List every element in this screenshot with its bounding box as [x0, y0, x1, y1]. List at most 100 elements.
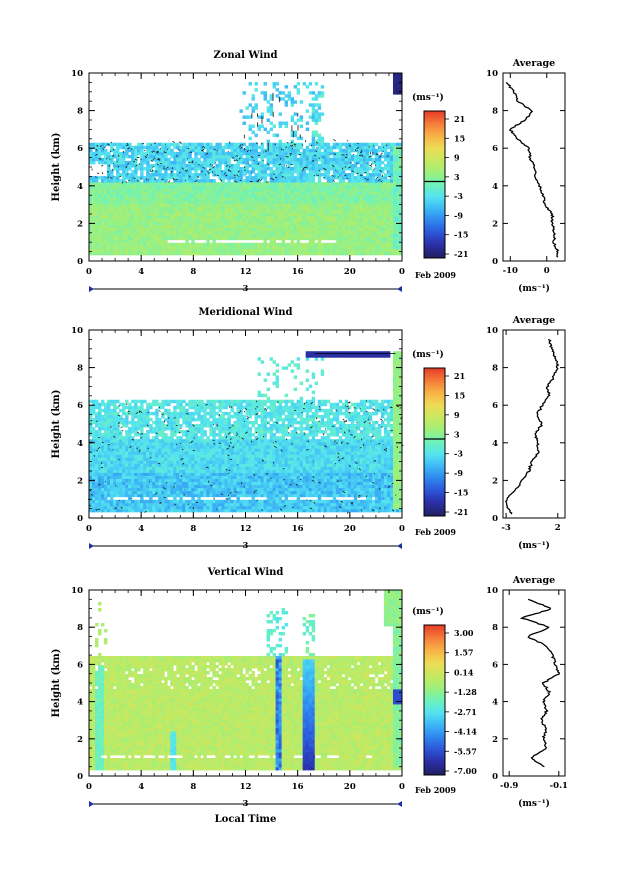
heatmap-cell [335, 142, 340, 147]
heatmap-cell [143, 160, 147, 165]
heatmap-cell [374, 218, 379, 222]
heatmap-cell [269, 94, 273, 98]
heatmap-cell [317, 224, 322, 229]
heatmap-cell [122, 469, 126, 473]
heatmap-cell [122, 417, 126, 422]
heatmap-cell [140, 478, 144, 483]
heatmap-cell [224, 163, 228, 168]
contour-segment [172, 140, 175, 143]
heatmap-cell [365, 142, 370, 147]
heatmap-cell [389, 212, 394, 216]
heatmap-cell [134, 433, 138, 437]
heatmap-cell [389, 221, 394, 226]
heatmap-cell [269, 148, 273, 153]
heatmap-cell [191, 148, 195, 153]
heatmap-cell [128, 460, 132, 464]
heatmap-cell [191, 179, 195, 183]
heatmap-cell [359, 194, 364, 198]
heatmap-cell [170, 188, 174, 192]
heatmap-cell [365, 209, 370, 213]
heatmap-cell [227, 203, 231, 207]
heatmap-cell [95, 203, 99, 207]
heatmap-cell [212, 200, 216, 204]
heatmap-cell [383, 163, 388, 168]
heatmap-cell [257, 151, 261, 156]
heatmap-cell [290, 154, 295, 159]
heatmap-cell [248, 203, 252, 207]
heatmap-cell [212, 160, 216, 165]
heatmap-cell [107, 203, 111, 207]
heatmap-cell [260, 206, 264, 210]
heatmap-cell [182, 170, 186, 174]
heatmap-cell [170, 142, 174, 147]
heatmap-cell [320, 230, 325, 235]
heatmap-cell [392, 82, 397, 86]
heatmap-cell [347, 212, 352, 216]
heatmap-cell [377, 224, 382, 229]
heatmap-cell [392, 209, 397, 213]
heatmap-cell [287, 203, 292, 207]
heatmap-cell [332, 227, 337, 232]
heatmap-cell [230, 185, 234, 189]
heatmap-cell [227, 185, 231, 189]
heatmap-cell [257, 233, 261, 238]
heatmap-cell [332, 215, 337, 219]
heatmap-cell [317, 194, 322, 198]
heatmap-cell [185, 224, 189, 229]
heatmap-cell [164, 167, 168, 171]
heatmap-cell [119, 408, 123, 413]
contour-segment [205, 152, 209, 156]
heatmap-cell [395, 212, 400, 216]
heatmap-cell [203, 212, 207, 216]
heatmap-cell [164, 215, 168, 219]
y-tick-label: 2 [77, 219, 83, 229]
heatmap-cell [197, 151, 201, 156]
heatmap-cell [296, 245, 301, 250]
heatmap-cell [263, 206, 267, 210]
heatmap-cell [188, 182, 192, 186]
heatmap-cell [110, 439, 114, 443]
heatmap-cell [203, 167, 207, 171]
heatmap-cell [98, 154, 102, 159]
heatmap-cell [341, 142, 346, 147]
colorbar-segment [424, 213, 445, 217]
heatmap-cell [95, 248, 99, 253]
heatmap-cell [176, 176, 180, 180]
heatmap-cell [140, 145, 144, 150]
heatmap-cell [299, 157, 304, 162]
heatmap-cell [194, 206, 198, 210]
heatmap-cell [311, 215, 316, 219]
heatmap-cell [131, 200, 135, 204]
heatmap-cell [218, 157, 222, 162]
heatmap-cell [239, 173, 243, 177]
heatmap-cell [137, 248, 141, 253]
heatmap-cell [377, 227, 382, 232]
heatmap-cell [212, 203, 216, 207]
heatmap-cell [248, 127, 252, 132]
heatmap-cell [98, 505, 102, 510]
heatmap-cell [134, 206, 138, 210]
heatmap-cell [275, 221, 280, 226]
heatmap-cell [335, 224, 340, 229]
heatmap-cell [209, 163, 213, 168]
heatmap-cell [389, 185, 394, 189]
heatmap-cell [236, 167, 240, 171]
heatmap-cell [326, 200, 331, 204]
heatmap-cell [311, 245, 316, 250]
heatmap-cell [272, 151, 276, 156]
heatmap-cell [134, 466, 138, 470]
heatmap-cell [110, 472, 114, 476]
heatmap-cell [101, 493, 105, 498]
heatmap-cell [191, 233, 195, 238]
heatmap-cell [131, 460, 135, 464]
heatmap-cell [323, 176, 328, 180]
heatmap-cell [248, 82, 252, 86]
heatmap-cell [308, 197, 313, 201]
heatmap-cell [317, 188, 322, 192]
heatmap-cell [227, 145, 231, 150]
heatmap-cell [329, 251, 334, 256]
heatmap-cell [155, 206, 159, 210]
heatmap-cell [137, 200, 141, 204]
heatmap-cell [164, 224, 168, 229]
heatmap-cell [215, 215, 219, 219]
